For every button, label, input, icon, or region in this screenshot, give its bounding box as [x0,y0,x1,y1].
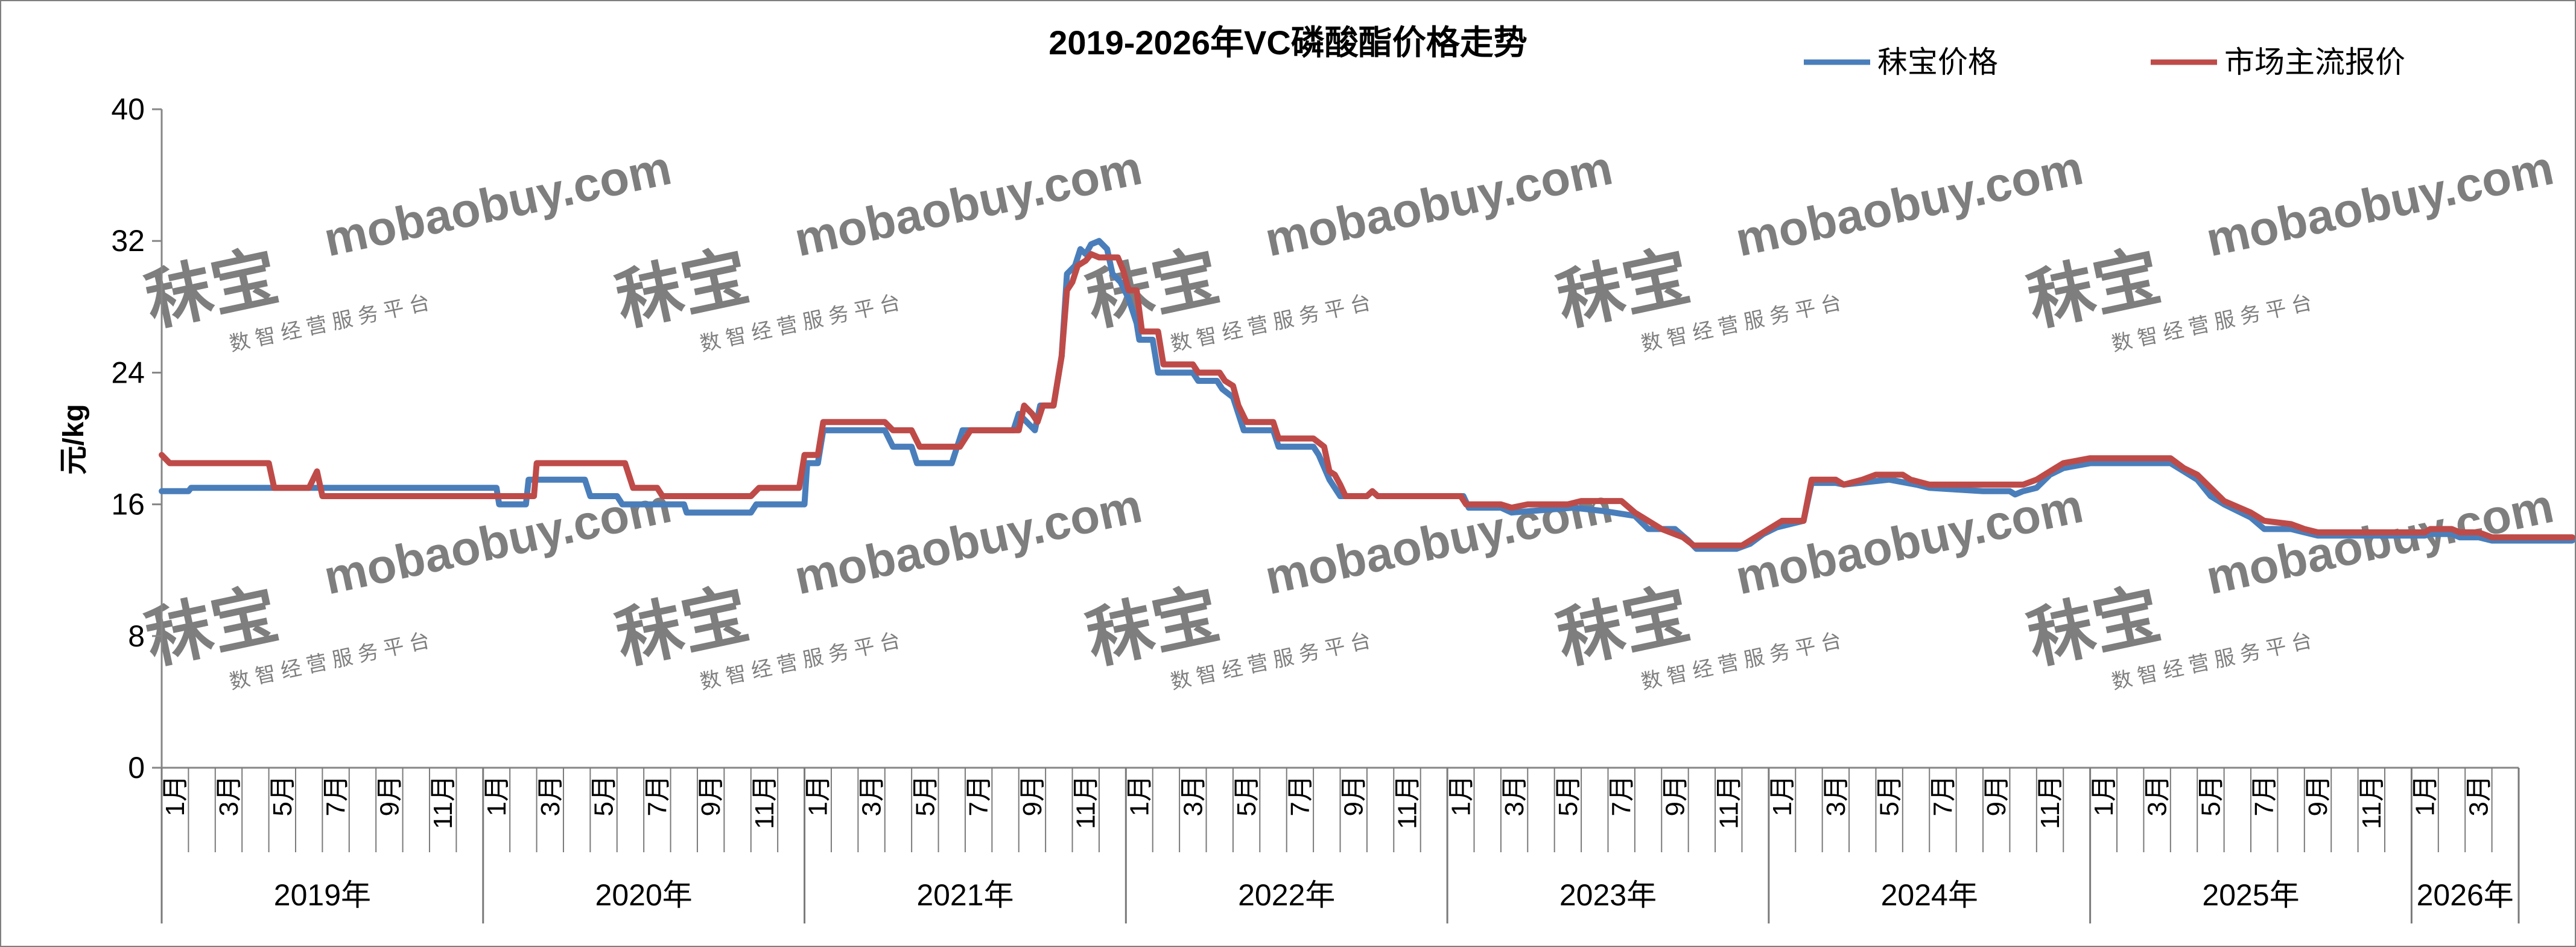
legend-label: 市场主流报价 [2224,45,2405,79]
watermark-domain: mobaobuy.com [2201,141,2558,267]
x-month-label: 5月 [910,775,940,816]
x-year-label: 2023年 [1559,878,1657,912]
x-month-label: 5月 [1232,775,1261,816]
watermark-brand: 秣宝 [2022,239,2167,339]
watermark-domain: mobaobuy.com [790,479,1146,605]
x-month-label: 7月 [964,775,994,816]
x-month-label: 11月 [428,775,458,829]
legend-label: 秣宝价格 [1877,45,1998,79]
x-year-label: 2021年 [916,878,1014,912]
x-month-label: 1月 [160,775,190,816]
y-tick-label: 0 [128,751,145,785]
x-month-label: 9月 [375,775,404,816]
series-line [159,251,2575,549]
watermark-brand: 秣宝 [610,239,755,339]
x-month-label: 5月 [1875,775,1905,816]
x-year-label: 2024年 [1881,878,1978,912]
x-month-label: 1月 [1446,775,1476,816]
series-line [159,238,2575,552]
x-month-label: 11月 [750,775,779,829]
x-month-label: 5月 [2196,775,2225,816]
x-month-label: 9月 [696,775,726,816]
series-lines [159,238,2575,552]
x-year-label: 2026年 [2417,878,2514,912]
watermark-domain: mobaobuy.com [1731,479,2087,605]
x-month-label: 1月 [804,775,833,816]
watermark-brand: 秣宝 [610,577,755,677]
y-axis-label: 元/kg [58,404,90,474]
x-month-label: 3月 [1178,775,1208,816]
x-month-label: 7月 [642,775,672,816]
x-month-label: 5月 [589,775,619,816]
x-month-label: 3月 [536,775,565,816]
x-month-label: 3月 [857,775,887,816]
y-axis: 0 8 16 24 32 40 [111,92,163,785]
x-axis: 1月 3月 5月 7月 9月 11月 2019年 1月 3月 5月 7月 9月 11月 2020年 1月 3月… [160,767,2520,923]
watermark-brand: 秣宝 [2022,577,2167,677]
x-month-label: 3月 [1500,775,1529,816]
legend: 秣宝价格 市场主流报价 [1804,45,2405,79]
x-month-label: 3月 [1821,775,1851,816]
x-month-label: 1月 [2089,775,2119,816]
watermark-brand: 秣宝 [1080,577,1226,677]
x-month-label: 11月 [2035,775,2065,829]
x-year-label: 2025年 [2202,878,2299,912]
x-month-label: 5月 [1553,775,1583,816]
x-month-label: 7月 [2250,775,2279,816]
x-month-label: 1月 [2411,775,2440,816]
x-month-label: 3月 [2464,775,2493,816]
x-month-label: 3月 [2143,775,2172,816]
y-tick-label: 8 [128,619,145,653]
x-month-label: 1月 [1125,775,1155,816]
x-year-label: 2022年 [1238,878,1335,912]
chart-title: 2019-2026年VC磷酸酯价格走势 [1048,24,1528,62]
y-tick-label: 32 [111,224,145,258]
y-tick-label: 40 [111,92,145,126]
x-month-label: 11月 [1714,775,1743,829]
watermark-brand: 秣宝 [1080,239,1226,339]
watermark-domain: mobaobuy.com [1260,141,1617,267]
watermark-layer: 秣宝mobaobuy.com数 智 经 营 服 务 平 台秣宝mobaobuy.… [139,141,2558,694]
watermark-domain: mobaobuy.com [1731,141,2087,267]
x-month-label: 5月 [268,775,297,816]
x-month-label: 11月 [1071,775,1101,829]
x-month-label: 9月 [1018,775,1047,816]
x-month-label: 11月 [2357,775,2387,829]
x-month-label: 9月 [1660,775,1690,816]
x-month-label: 11月 [1392,775,1422,829]
x-month-label: 7月 [1286,775,1315,816]
y-tick-label: 24 [111,356,145,389]
x-month-label: 1月 [482,775,512,816]
x-month-label: 9月 [1982,775,2011,816]
x-month-label: 7月 [1607,775,1637,816]
y-tick-label: 16 [111,488,145,521]
x-month-label: 9月 [2303,775,2333,816]
watermark-domain: mobaobuy.com [319,141,676,267]
x-month-label: 9月 [1339,775,1369,816]
watermark-brand: 秣宝 [1551,239,1696,339]
x-month-label: 7月 [1928,775,1958,816]
watermark-brand: 秣宝 [1551,577,1696,677]
watermark-domain: mobaobuy.com [790,141,1146,267]
x-month-label: 7月 [322,775,351,816]
x-year-label: 2020年 [595,878,693,912]
x-month-label: 1月 [1768,775,1797,816]
x-year-label: 2019年 [274,878,371,912]
x-month-label: 3月 [214,775,244,816]
